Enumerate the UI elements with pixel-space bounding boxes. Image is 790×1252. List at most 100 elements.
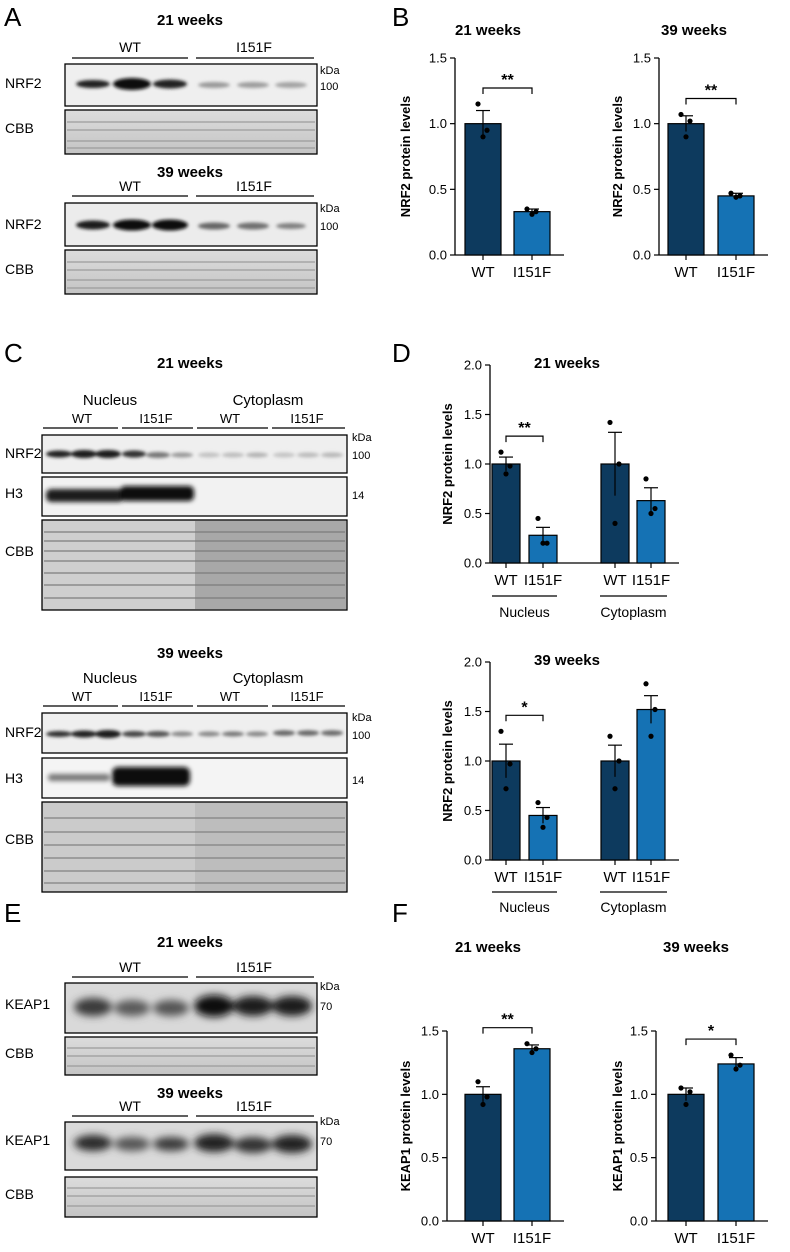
y-tick-label: 0.0 bbox=[464, 556, 482, 571]
significance-bracket bbox=[505, 435, 544, 443]
data-point bbox=[507, 761, 513, 767]
y-tick-label: 0.0 bbox=[630, 1214, 648, 1229]
chart-title: 39 weeks bbox=[661, 22, 727, 39]
blot-a-39-weeks: 39 weeks WT I151F kDa NRF2 100 CBB bbox=[5, 164, 340, 295]
bands-keap1 bbox=[74, 1134, 312, 1153]
x-tick-label: WT bbox=[494, 572, 517, 589]
kda-label: kDa bbox=[320, 203, 340, 215]
data-point bbox=[652, 706, 658, 713]
significance-bracket bbox=[505, 714, 544, 722]
y-tick-label: 2.0 bbox=[464, 358, 482, 373]
marker-14: 14 bbox=[352, 775, 364, 787]
data-point bbox=[540, 824, 546, 830]
x-tick-label: WT bbox=[603, 869, 626, 886]
group-label-wt: WT bbox=[220, 689, 240, 704]
group-label-i151f: I151F bbox=[139, 689, 172, 704]
group-label-nucleus: Nucleus bbox=[499, 899, 550, 915]
y-axis-label: KEAP1 protein levels bbox=[398, 1061, 413, 1192]
cbb-stripes bbox=[44, 531, 345, 599]
bar-i151f bbox=[513, 1048, 551, 1222]
group-label-wt: WT bbox=[119, 959, 141, 975]
group-label-i151f: I151F bbox=[139, 411, 172, 426]
significance-bracket bbox=[482, 87, 533, 94]
x-tick-label: WT bbox=[494, 869, 517, 886]
data-point bbox=[507, 463, 513, 469]
blot-box-cbb bbox=[64, 1176, 318, 1218]
data-point bbox=[648, 510, 654, 517]
data-point bbox=[503, 786, 509, 792]
group-label-cytoplasm: Cytoplasm bbox=[600, 899, 666, 915]
group-label-wt: WT bbox=[72, 411, 92, 426]
y-tick-label: 1.0 bbox=[429, 116, 447, 131]
marker-70: 70 bbox=[320, 1136, 332, 1148]
kda-label: kDa bbox=[320, 1116, 340, 1128]
row-label-keap1: KEAP1 bbox=[5, 1132, 50, 1148]
y-tick-label: 0.5 bbox=[464, 506, 482, 521]
bar-wt bbox=[667, 1093, 705, 1222]
chart-f-21-weeks: 21 weeks KEAP1 protein levels 0.0 0.5 1.0 1.5… bbox=[398, 939, 564, 1247]
bar-i151f bbox=[636, 708, 666, 861]
group-label-i151f: I151F bbox=[236, 1098, 272, 1114]
blot-c-39-weeks: 39 weeks Nucleus Cytoplasm WT I151F WT I… bbox=[5, 645, 372, 893]
marker-100: 100 bbox=[320, 221, 338, 233]
x-tick-label: I151F bbox=[717, 1230, 755, 1247]
chart-b-39-weeks: 39 weeks NRF2 protein levels 0.0 0.5 1.0 1.5 W… bbox=[610, 22, 768, 281]
row-label-nrf2: NRF2 bbox=[5, 75, 42, 91]
y-tick-label: 0.5 bbox=[429, 182, 447, 197]
group-label-i151f: I151F bbox=[236, 959, 272, 975]
blot-box-cbb bbox=[64, 249, 318, 295]
data-point bbox=[498, 449, 504, 455]
row-label-cbb: CBB bbox=[5, 1045, 34, 1061]
y-axis-label: NRF2 protein levels bbox=[440, 403, 455, 524]
significance-bracket bbox=[685, 97, 737, 105]
x-tick-label: WT bbox=[603, 572, 626, 589]
data-point bbox=[687, 1089, 693, 1095]
blot-title: 21 weeks bbox=[157, 355, 223, 372]
x-tick-label: I151F bbox=[632, 869, 670, 886]
data-point bbox=[475, 1079, 481, 1085]
blot-title: 39 weeks bbox=[157, 164, 223, 181]
group-label-i151f: I151F bbox=[290, 411, 323, 426]
chart-d-21-weeks: 21 weeks NRF2 protein levels 0.0 0.5 1.0 1.5 2… bbox=[440, 355, 679, 620]
row-label-h3: H3 bbox=[5, 770, 23, 786]
marker-100: 100 bbox=[320, 81, 338, 93]
data-point bbox=[737, 1062, 743, 1068]
kda-label: kDa bbox=[320, 981, 340, 993]
y-axis-label: NRF2 protein levels bbox=[610, 96, 625, 217]
data-point bbox=[607, 733, 613, 739]
data-point bbox=[678, 1085, 684, 1091]
group-label-i151f: I151F bbox=[290, 689, 323, 704]
data-point bbox=[683, 134, 689, 140]
y-tick-label: 1.5 bbox=[464, 407, 482, 422]
cbb-stripes bbox=[67, 261, 315, 289]
y-tick-label: 0.5 bbox=[633, 182, 651, 197]
bands-keap1 bbox=[74, 995, 312, 1017]
row-label-cbb: CBB bbox=[5, 831, 34, 847]
data-point bbox=[524, 1041, 530, 1047]
blot-title: 39 weeks bbox=[157, 1085, 223, 1102]
row-label-cbb: CBB bbox=[5, 120, 34, 136]
cbb-cytoplasm-lanes bbox=[195, 803, 346, 891]
cbb-stripes bbox=[44, 817, 345, 884]
chart-f-39-weeks: 39 weeks KEAP1 protein levels 0.0 0.5 1.0 1.5… bbox=[610, 939, 768, 1247]
bar-i151f bbox=[717, 1063, 755, 1222]
bar-wt bbox=[464, 1093, 502, 1222]
chart-title: 21 weeks bbox=[455, 939, 521, 956]
blot-a-21-weeks: 21 weeks WT I151F kDa NRF2 100 CBB bbox=[5, 12, 340, 155]
row-label-nrf2: NRF2 bbox=[5, 445, 42, 461]
marker-100: 100 bbox=[352, 730, 370, 742]
panel-letter-f: F bbox=[392, 898, 408, 928]
row-label-cbb: CBB bbox=[5, 543, 34, 559]
bar-wt bbox=[667, 123, 705, 256]
data-point bbox=[612, 786, 618, 792]
y-tick-label: 1.5 bbox=[464, 704, 482, 719]
x-tick-label: WT bbox=[471, 264, 494, 281]
bar-i151f bbox=[513, 211, 551, 256]
blot-title: 21 weeks bbox=[157, 12, 223, 29]
y-tick-label: 0.5 bbox=[630, 1150, 648, 1165]
x-tick-label: I151F bbox=[513, 1230, 551, 1247]
data-point bbox=[728, 190, 734, 196]
compartment-label-cytoplasm: Cytoplasm bbox=[233, 392, 304, 409]
row-label-keap1: KEAP1 bbox=[5, 996, 50, 1012]
significance-label: * bbox=[708, 1023, 715, 1040]
